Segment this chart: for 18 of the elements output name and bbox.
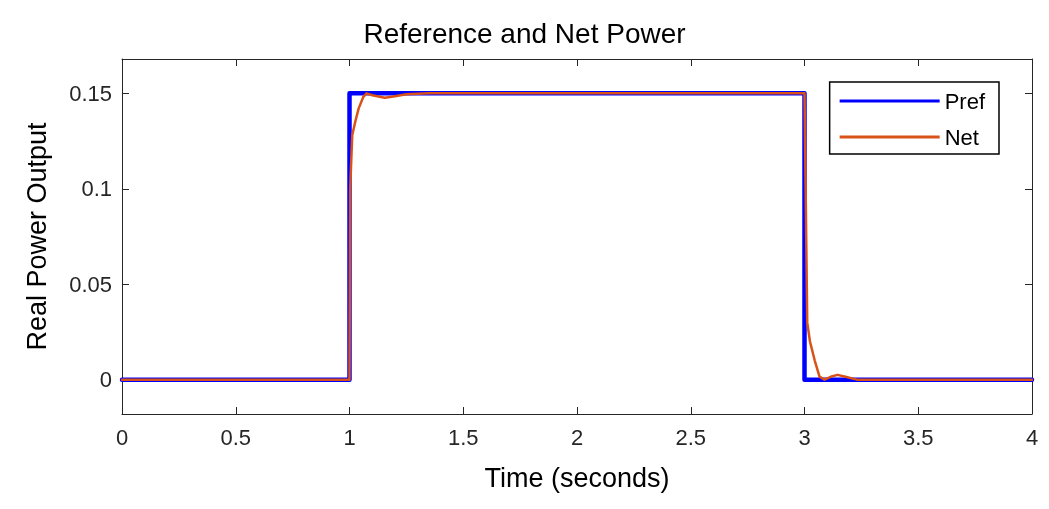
- x-tick-label: 0.5: [220, 424, 252, 450]
- x-tick-label: 0: [115, 424, 129, 450]
- y-tick-label: 0: [99, 367, 112, 393]
- x-tick-label: 4: [1025, 424, 1039, 450]
- x-axis-title: Time (seconds): [484, 462, 670, 493]
- chart-title: Reference and Net Power: [363, 17, 686, 49]
- y-tick-label: 0.05: [69, 271, 112, 297]
- y-tick-label: 0.1: [81, 176, 112, 202]
- y-axis-title: Real Power Output: [21, 121, 52, 351]
- x-tick-label: 3.5: [902, 424, 934, 450]
- y-tick-label: 0.15: [69, 80, 112, 106]
- x-tick-label: 2.5: [675, 424, 707, 450]
- x-tick-label: 1.5: [447, 424, 479, 450]
- legend-label: Pref: [944, 88, 986, 114]
- x-tick-label: 2: [570, 424, 584, 450]
- legend-label: Net: [944, 124, 979, 150]
- x-tick-label: 1: [343, 424, 356, 450]
- x-tick-label: 3: [798, 424, 811, 450]
